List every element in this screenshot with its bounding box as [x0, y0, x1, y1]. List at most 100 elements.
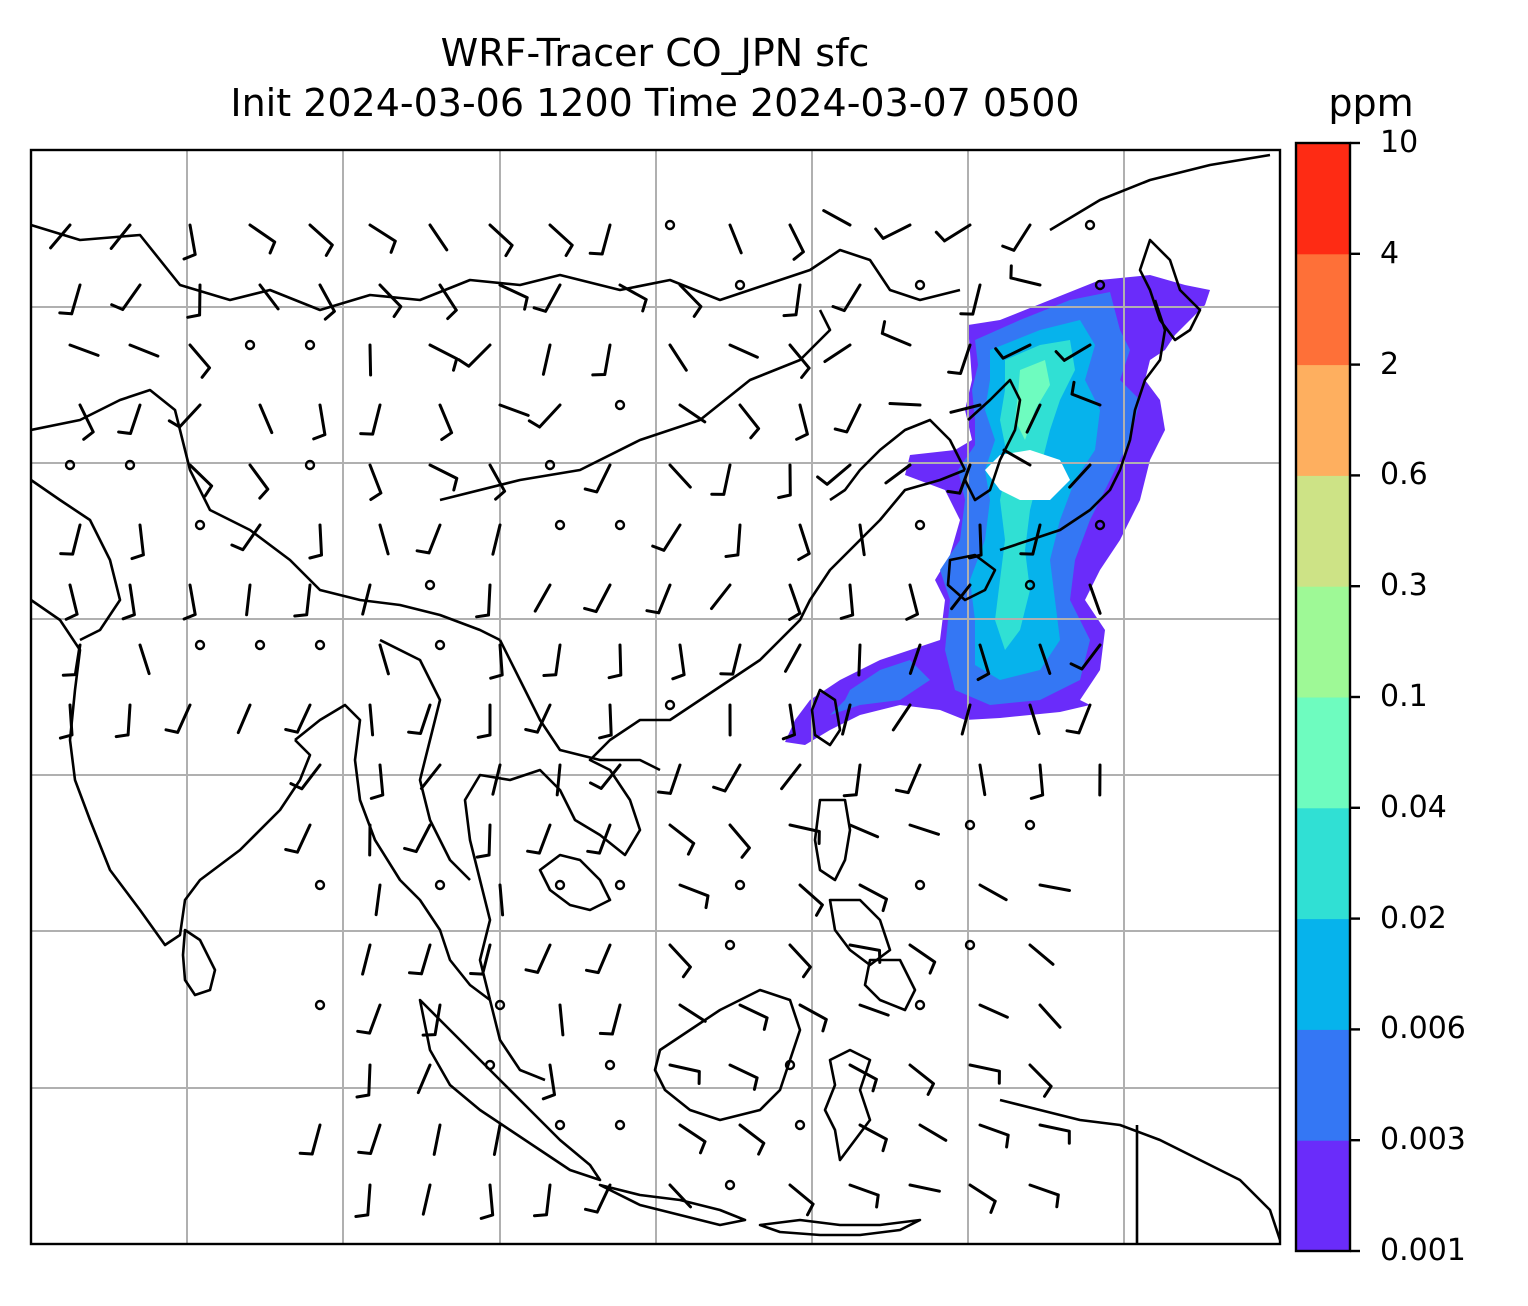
wind-barb: [1038, 643, 1052, 675]
calm-wind-marker: [784, 1059, 796, 1071]
wind-barb: [946, 463, 972, 495]
calm-wind-marker: [434, 879, 446, 891]
wind-barb: [908, 643, 922, 675]
calm-wind-marker: [734, 879, 746, 891]
wind-barb: [1038, 1003, 1062, 1029]
wind-barb: [58, 703, 74, 740]
wind-barb: [188, 463, 214, 498]
wind-barb: [968, 1183, 997, 1214]
colorbar-tick-label: 0.003: [1380, 1122, 1466, 1158]
wind-barb: [289, 763, 322, 791]
wind-barb: [798, 883, 824, 917]
wind-barb: [524, 703, 552, 734]
wind-barb: [428, 463, 459, 492]
wind-barb: [117, 403, 142, 435]
wind-barb: [978, 763, 987, 797]
wind-barb: [378, 283, 403, 318]
colorbar-tick-label: 0.02: [1380, 900, 1447, 936]
wind-barb: [114, 703, 132, 739]
wind-barb: [368, 223, 397, 254]
wind-barb: [949, 403, 982, 414]
wind-barb: [591, 343, 612, 377]
wind-barb: [795, 403, 809, 441]
calm-wind-marker: [1094, 279, 1106, 291]
wind-barb: [905, 583, 919, 621]
calm-wind-marker: [314, 879, 326, 891]
wind-barb: [719, 643, 742, 676]
calm-wind-marker: [244, 339, 256, 351]
wind-barb: [858, 883, 888, 913]
wind-barb: [645, 583, 672, 615]
myanmar-border: [379, 638, 471, 881]
wind-barb: [782, 283, 802, 318]
bay-of-bengal: [294, 703, 491, 1002]
colorbar-band: [1296, 586, 1350, 698]
wind-barb: [541, 343, 552, 376]
wind-barb: [476, 703, 492, 739]
wind-barb: [586, 823, 612, 855]
plume-band-4: [995, 340, 1075, 650]
wind-barb: [248, 463, 270, 500]
calm-wind-marker: [794, 1119, 806, 1131]
map-title-line2: Init 2024-03-06 1200 Time 2024-03-07 050…: [230, 81, 1080, 125]
wind-barb: [68, 343, 100, 357]
philippines-luzon: [813, 798, 852, 882]
wind-barb: [354, 1183, 372, 1218]
wind-barb: [738, 1123, 766, 1156]
wind-barb: [842, 763, 862, 798]
china-bohai: [829, 418, 967, 502]
wind-barb: [678, 403, 707, 424]
wind-barb: [498, 283, 529, 311]
wind-barb: [248, 223, 277, 255]
wind-barb: [541, 1063, 556, 1101]
wind-barb: [524, 943, 552, 974]
calm-wind-marker: [724, 939, 736, 951]
wind-barb: [668, 943, 692, 979]
wind-barb: [816, 463, 852, 486]
colorbar-tick-label: 0.1: [1380, 679, 1428, 714]
wind-barb: [839, 583, 855, 620]
wind-barb: [121, 583, 136, 621]
wind-barb: [236, 703, 252, 735]
calm-wind-marker: [614, 879, 626, 891]
taiwan: [810, 688, 842, 747]
wind-barb: [976, 643, 991, 681]
wind-barb: [1002, 448, 1032, 467]
wind-barb: [710, 463, 732, 496]
calm-wind-marker: [554, 519, 566, 531]
wind-barb: [489, 643, 504, 680]
wind-barb: [858, 1003, 890, 1017]
colorbar-band: [1296, 475, 1350, 587]
calm-wind-marker: [304, 339, 316, 351]
wind-barb: [788, 1183, 815, 1217]
wind-barb: [728, 223, 743, 255]
wind-barb: [934, 223, 972, 243]
calm-wind-marker: [424, 579, 436, 591]
wind-barb: [361, 583, 372, 616]
wind-barb: [607, 643, 623, 680]
wind-barb: [728, 823, 751, 859]
wind-barb: [378, 643, 390, 676]
wind-barb: [1028, 1183, 1060, 1209]
wind-barb: [59, 523, 82, 556]
calm-wind-marker: [914, 279, 926, 291]
korea: [963, 378, 1022, 502]
wind-barb: [738, 403, 761, 440]
wind-barb: [823, 343, 852, 363]
wind-barb: [355, 1063, 372, 1099]
wind-barb: [891, 703, 912, 732]
wind-barb: [1054, 343, 1092, 362]
wind-barb: [64, 583, 79, 621]
wind-barb: [780, 763, 802, 791]
wind-barb: [110, 283, 142, 311]
wind-barb: [368, 343, 373, 377]
wind-barb: [555, 763, 562, 797]
wind-barb: [1038, 1123, 1071, 1145]
wind-barb: [833, 403, 862, 434]
wind-barb: [788, 223, 805, 261]
wind-barb: [668, 1063, 701, 1085]
plume-band-5: [1015, 360, 1050, 440]
wind-barb: [428, 223, 449, 252]
wind-barb: [1028, 943, 1055, 966]
